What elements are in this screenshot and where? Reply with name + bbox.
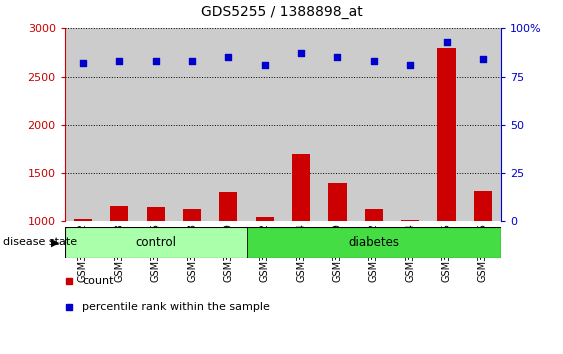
Bar <box>65 28 101 221</box>
Point <box>333 55 342 60</box>
Point <box>479 56 488 62</box>
Text: ▶: ▶ <box>51 238 59 247</box>
Bar <box>356 28 392 221</box>
Bar <box>137 28 174 221</box>
Bar <box>319 28 356 221</box>
Point <box>187 58 196 64</box>
Point <box>151 58 160 64</box>
Bar <box>183 209 201 318</box>
Bar <box>365 209 383 318</box>
Point <box>224 55 233 60</box>
Point <box>260 62 269 68</box>
Text: control: control <box>135 236 176 249</box>
Bar <box>247 227 501 258</box>
Bar <box>101 28 137 221</box>
Bar <box>210 28 247 221</box>
Bar <box>146 207 165 318</box>
Bar <box>256 217 274 318</box>
Text: percentile rank within the sample: percentile rank within the sample <box>82 302 270 312</box>
Bar <box>401 220 419 318</box>
Point <box>297 51 306 56</box>
Text: count: count <box>82 275 114 286</box>
Bar <box>474 192 492 318</box>
Bar <box>110 206 128 318</box>
Point <box>406 62 415 68</box>
Bar <box>247 28 283 221</box>
Bar <box>437 47 455 318</box>
Text: diabetes: diabetes <box>348 236 399 249</box>
Bar <box>392 28 428 221</box>
Bar <box>174 28 210 221</box>
Point <box>369 58 378 64</box>
Point <box>115 58 124 64</box>
Bar <box>74 219 92 318</box>
Text: GDS5255 / 1388898_at: GDS5255 / 1388898_at <box>200 5 363 19</box>
Bar <box>65 227 247 258</box>
Point <box>442 39 451 45</box>
Text: disease state: disease state <box>3 238 77 247</box>
Bar <box>219 192 238 318</box>
Bar <box>464 28 501 221</box>
Point <box>78 60 87 66</box>
Bar <box>292 154 310 318</box>
Bar <box>328 183 347 318</box>
Bar <box>283 28 319 221</box>
Bar <box>428 28 464 221</box>
